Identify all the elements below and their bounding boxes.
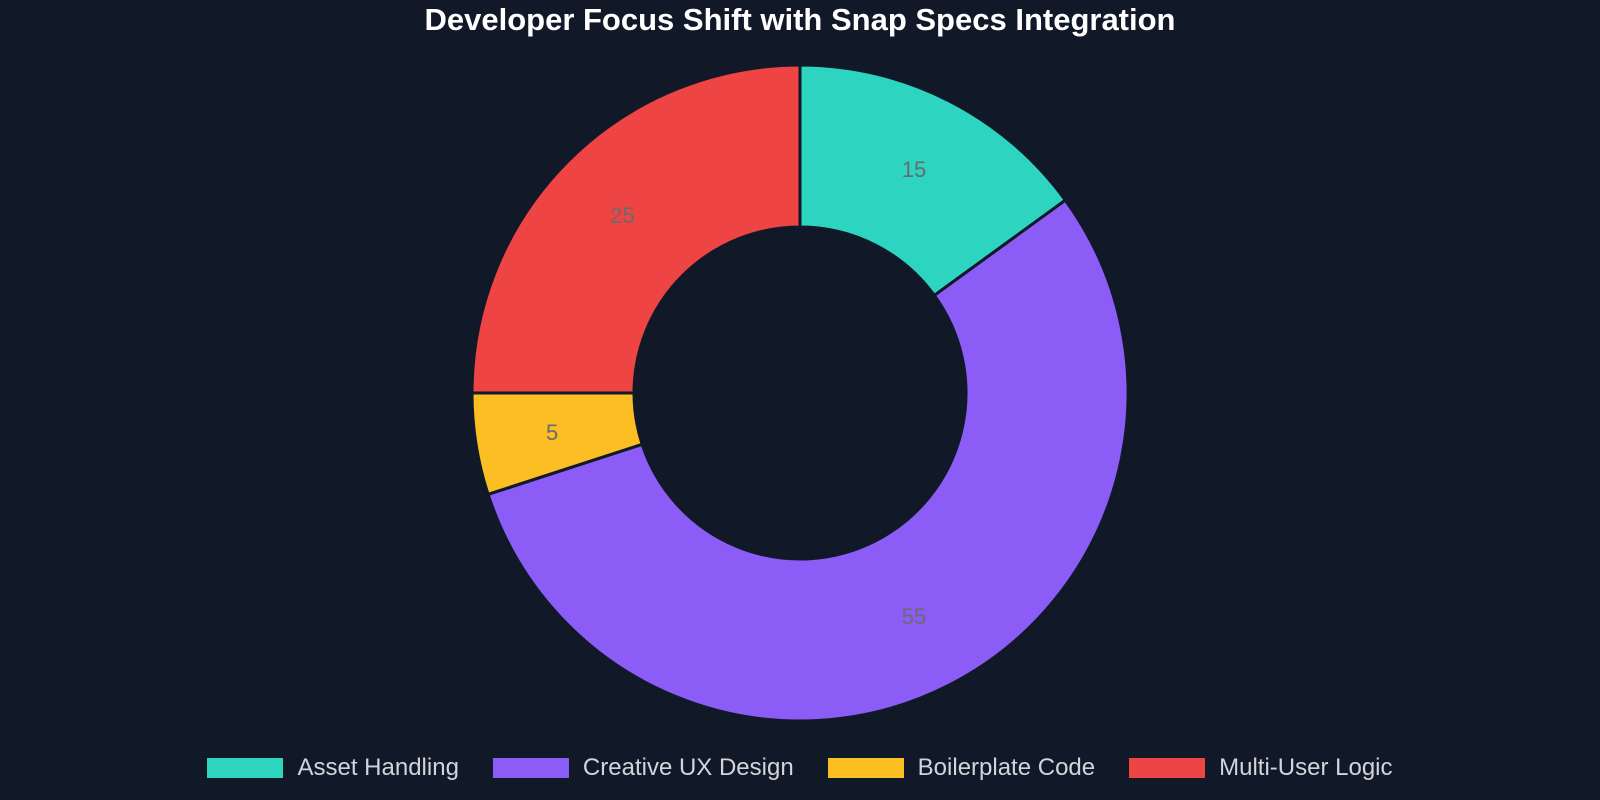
legend-swatch xyxy=(827,758,904,778)
legend-label: Boilerplate Code xyxy=(917,754,1096,781)
slice-label-multi-user-logic: 25 xyxy=(610,203,634,228)
slice-label-asset-handling: 15 xyxy=(902,157,926,182)
chart-title: Developer Focus Shift with Snap Specs In… xyxy=(424,2,1176,37)
slice-label-boilerplate-code: 5 xyxy=(546,420,558,445)
legend-item-boilerplate-code[interactable]: Boilerplate Code xyxy=(827,754,1096,782)
legend-item-asset-handling[interactable]: Asset Handling xyxy=(207,754,459,782)
legend-label: Asset Handling xyxy=(297,754,459,781)
slice-multi-user-logic[interactable] xyxy=(470,63,802,395)
legend-swatch xyxy=(207,758,284,778)
legend-swatch xyxy=(492,758,569,778)
legend-label: Creative UX Design xyxy=(582,754,794,781)
slices-group xyxy=(470,63,1130,723)
slice-label-creative-ux-design: 55 xyxy=(902,604,926,629)
legend-item-multi-user-logic[interactable]: Multi-User Logic xyxy=(1129,754,1393,782)
legend-swatch xyxy=(1129,758,1206,778)
slice-asset-handling[interactable] xyxy=(798,63,1068,298)
legend-label: Multi-User Logic xyxy=(1219,754,1393,781)
slice-creative-ux-design[interactable] xyxy=(486,198,1130,723)
legend-item-creative-ux-design[interactable]: Creative UX Design xyxy=(492,754,794,782)
legend: Asset Handling Creative UX Design Boilerpl… xyxy=(0,748,1600,788)
